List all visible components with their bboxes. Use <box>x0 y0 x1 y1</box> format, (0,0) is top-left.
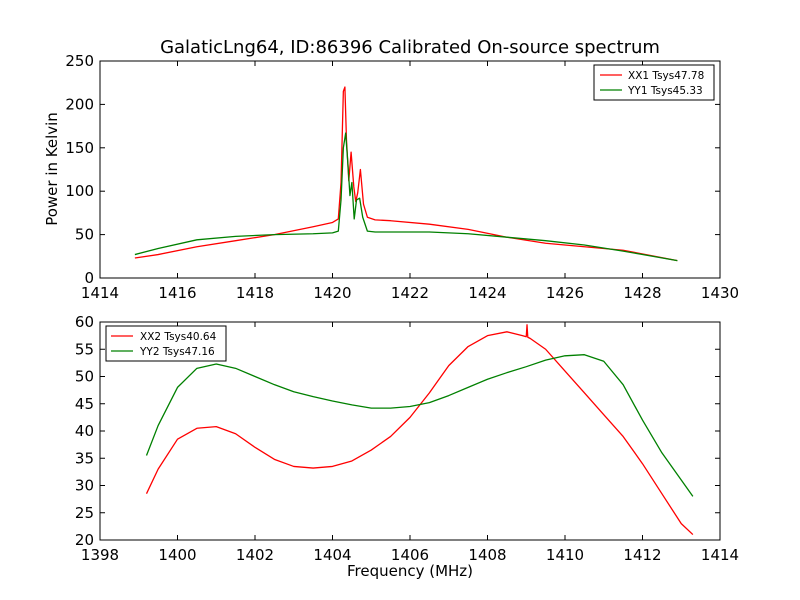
y-tick-label: 25 <box>75 504 94 522</box>
series-line-xx1 <box>134 86 678 262</box>
y-tick-label: 30 <box>75 477 94 495</box>
top-plot-area: 1414 1416 1418 1420 1422 1424 1426 1428 1430 0 50 1… <box>65 52 739 302</box>
legend-label-xx1: XX1 Tsys47.78 <box>628 70 704 82</box>
y-tick-label: 250 <box>65 52 94 70</box>
x-tick-label: 1420 <box>313 284 351 302</box>
y-tick-label: 50 <box>75 226 94 244</box>
x-tick-label: 1412 <box>623 546 661 564</box>
series-line-yy1 <box>134 132 678 262</box>
top-spectrum-panel: GalaticLng64, ID:86396 Calibrated On-sou… <box>43 37 739 302</box>
x-tick-label: 1422 <box>391 284 429 302</box>
x-tick-label: 1408 <box>468 546 506 564</box>
y-tick-label: 200 <box>65 95 94 113</box>
series-line-yy2 <box>145 354 694 497</box>
x-tick-label: 1398 <box>81 546 119 564</box>
bottom-legend: XX2 Tsys40.64 YY2 Tsys47.16 <box>105 325 227 362</box>
legend-label-xx2: XX2 Tsys40.64 <box>140 331 217 343</box>
legend-label-yy1: YY1 Tsys45.33 <box>627 85 703 97</box>
x-tick-label: 1430 <box>701 284 739 302</box>
x-tick-label: 1428 <box>623 284 661 302</box>
y-tick-label: 0 <box>84 269 94 287</box>
y-tick-label: 50 <box>75 368 94 386</box>
x-tick-label: 1414 <box>81 284 119 302</box>
y-axis-label: Power in Kelvin <box>43 112 61 226</box>
y-tick-label: 35 <box>75 449 94 467</box>
top-legend: XX1 Tsys47.78 YY1 Tsys45.33 <box>593 64 715 101</box>
series-line-xx2 <box>145 324 694 536</box>
x-axis-label: Frequency (MHz) <box>347 562 473 580</box>
bottom-plot-area: 1398 1400 1402 1404 1406 1408 1410 1412 1414 20 25… <box>75 313 739 564</box>
bottom-spectrum-panel: Frequency (MHz) 1398 1400 1402 1404 1406 1408… <box>75 313 739 580</box>
legend-label-yy2: YY2 Tsys47.16 <box>139 346 215 358</box>
x-tick-label: 1404 <box>313 546 351 564</box>
chart-title: GalaticLng64, ID:86396 Calibrated On-sou… <box>160 37 660 58</box>
y-tick-label: 150 <box>65 139 94 157</box>
x-tick-label: 1426 <box>546 284 584 302</box>
x-tick-label: 1400 <box>158 546 196 564</box>
y-tick-label: 45 <box>75 395 94 413</box>
x-tick-label: 1406 <box>391 546 429 564</box>
y-tick-label: 60 <box>75 313 94 331</box>
x-tick-label: 1414 <box>701 546 739 564</box>
legend-box <box>105 325 227 362</box>
y-tick-label: 40 <box>75 422 94 440</box>
x-tick-label: 1402 <box>236 546 274 564</box>
x-tick-label: 1424 <box>468 284 506 302</box>
x-tick-label: 1418 <box>236 284 274 302</box>
y-tick-label: 20 <box>75 531 94 549</box>
x-tick-label: 1410 <box>546 546 584 564</box>
x-tick-label: 1416 <box>158 284 196 302</box>
legend-box <box>593 64 715 101</box>
y-tick-label: 100 <box>65 182 94 200</box>
y-tick-label: 55 <box>75 340 94 358</box>
